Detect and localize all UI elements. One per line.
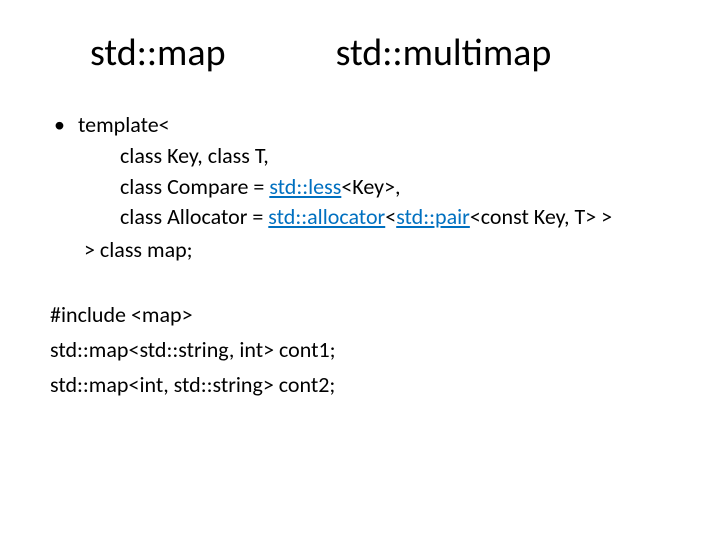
tpl-l3-prefix: class Allocator = xyxy=(120,203,268,230)
tpl-l2-prefix: class Compare = xyxy=(120,173,269,200)
template-decl: • template< class Key, class T, class Co… xyxy=(50,110,670,290)
tpl-close: > class map; xyxy=(78,235,670,266)
include-line: #include <map> xyxy=(50,300,670,331)
link-std-pair[interactable]: std::pair xyxy=(396,203,470,230)
slide-title: std::mapstd::multimap xyxy=(50,30,670,76)
usage-line1: std::map<std::string, int> cont1; xyxy=(50,335,670,366)
tpl-line2: class Compare = std::less<Key>, xyxy=(78,172,670,203)
tpl-l3-suffix: <const Key, T> > xyxy=(470,203,612,230)
tpl-line1: class Key, class T, xyxy=(78,141,670,172)
usage-line2: std::map<int, std::string> cont2; xyxy=(50,370,670,401)
tpl-open: template< xyxy=(78,110,670,141)
title-right: std::multimap xyxy=(336,30,552,76)
link-std-allocator[interactable]: std::allocator xyxy=(268,203,385,230)
tpl-line3: class Allocator = std::allocator<std::pa… xyxy=(78,202,670,233)
tpl-l2-suffix: <Key>, xyxy=(341,173,400,200)
tpl-l3-mid1: < xyxy=(385,203,396,230)
slide-body: • template< class Key, class T, class Co… xyxy=(50,110,670,400)
link-std-less[interactable]: std::less xyxy=(269,173,341,200)
bullet-icon: • xyxy=(50,110,78,290)
title-left: std::map xyxy=(90,30,336,76)
